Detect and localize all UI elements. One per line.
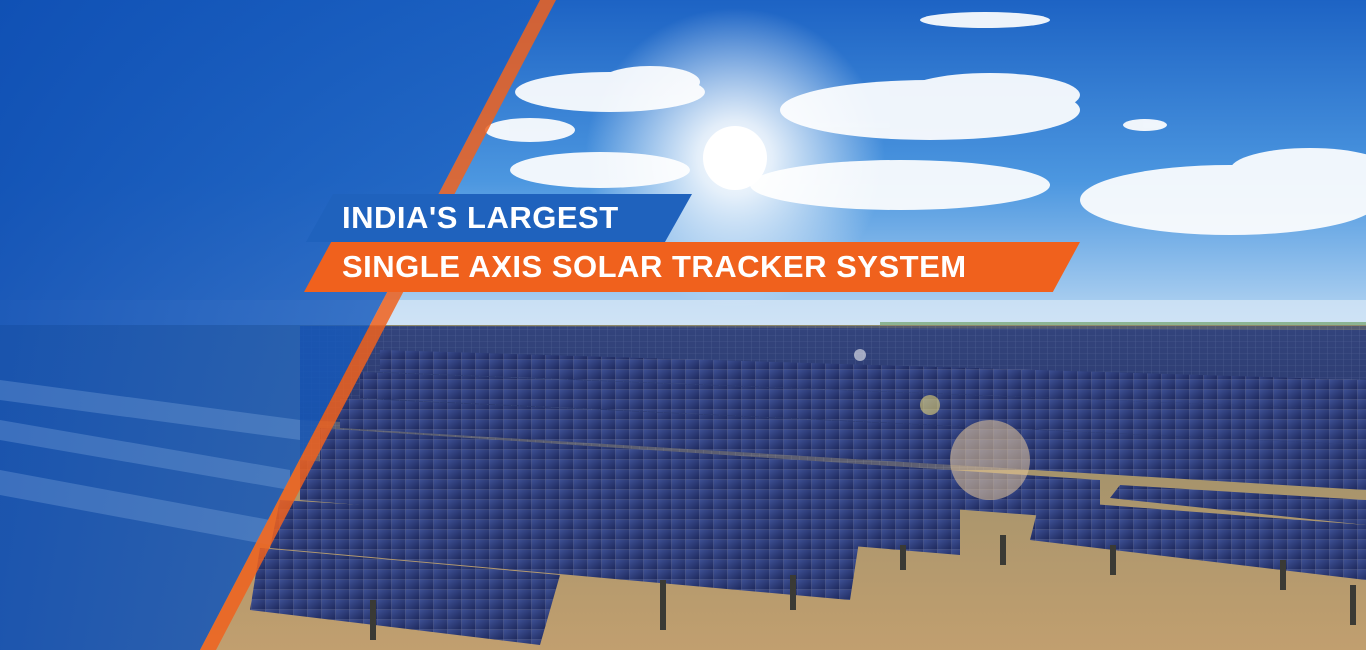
hero-banner: INDIA'S LARGEST SINGLE AXIS SOLAR TRACKE… — [0, 0, 1366, 650]
solar-farm-photo — [0, 0, 1366, 650]
